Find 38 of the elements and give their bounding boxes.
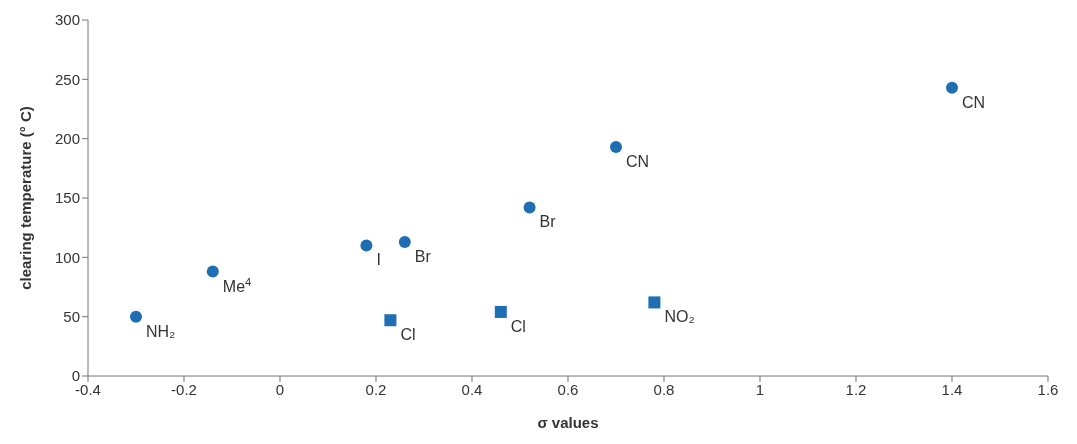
annotation: Cl xyxy=(400,326,416,344)
annotation: Br xyxy=(539,213,557,231)
annotation: Br xyxy=(414,247,432,265)
annotation: CN xyxy=(626,152,650,170)
x-tick-label: 1.2 xyxy=(845,380,867,398)
x-tick-label: 1 xyxy=(755,380,765,398)
point xyxy=(523,201,536,214)
point xyxy=(130,310,142,323)
y-tick-label: 150 xyxy=(54,189,80,207)
point xyxy=(360,239,373,252)
point xyxy=(648,296,661,309)
y-tick-label: 200 xyxy=(54,129,80,147)
annotation: NH₂ xyxy=(146,322,176,340)
annotation: NO₂ xyxy=(664,308,695,326)
x-tick-label: -0.2 xyxy=(171,380,197,398)
x-tick-label: 1.6 xyxy=(1037,380,1059,398)
y-tick-label: 300 xyxy=(54,11,80,29)
y-axis-title: clearing temperature (° C) xyxy=(17,106,35,290)
point xyxy=(946,81,958,94)
annotation: Me$^{4}$ xyxy=(222,275,252,295)
x-tick-label: 0.6 xyxy=(557,380,579,398)
annotation: Cl xyxy=(510,317,526,335)
point xyxy=(384,314,397,327)
point xyxy=(610,140,622,153)
point xyxy=(206,265,219,278)
x-tick-label: 0.8 xyxy=(653,380,675,398)
y-tick-label: 50 xyxy=(63,307,80,325)
y-tick-label: 250 xyxy=(54,70,80,88)
x-tick-label: 0.2 xyxy=(365,380,387,398)
point xyxy=(398,235,411,248)
annotation: CN xyxy=(962,93,986,111)
point xyxy=(494,305,507,318)
x-tick-label: 0 xyxy=(275,380,285,398)
x-tick-label: 0.4 xyxy=(461,380,483,398)
y-tick-label: 100 xyxy=(54,248,80,266)
x-tick-label: 1.4 xyxy=(941,380,963,398)
x-axis-title: σ values xyxy=(537,414,599,431)
annotation: I xyxy=(376,251,381,269)
